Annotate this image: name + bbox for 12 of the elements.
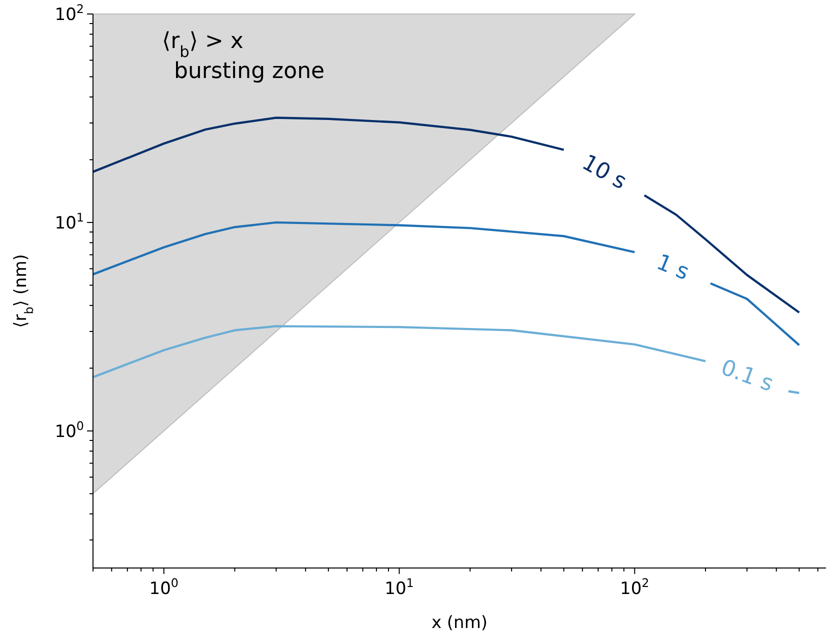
y-tick-label: 10$^{0}$ (54, 418, 84, 442)
x-tick-label: 10$^{0}$ (149, 576, 178, 599)
x-tick-label: 10$^{2}$ (620, 576, 650, 599)
x-axis-title: x (nm) (431, 613, 488, 633)
y-tick-label: 10$^{2}$ (54, 2, 84, 25)
text: 1 s (652, 250, 692, 286)
y-tick-label: 10$^{1}$ (54, 210, 84, 234)
annotation: ⟨r$_{b}$⟩ > x (162, 29, 244, 61)
text: 0.1 s (718, 355, 776, 398)
text: 10 s (578, 150, 630, 195)
x-tick-label: 10$^{1}$ (384, 576, 414, 599)
annotation: bursting zone (174, 59, 325, 84)
